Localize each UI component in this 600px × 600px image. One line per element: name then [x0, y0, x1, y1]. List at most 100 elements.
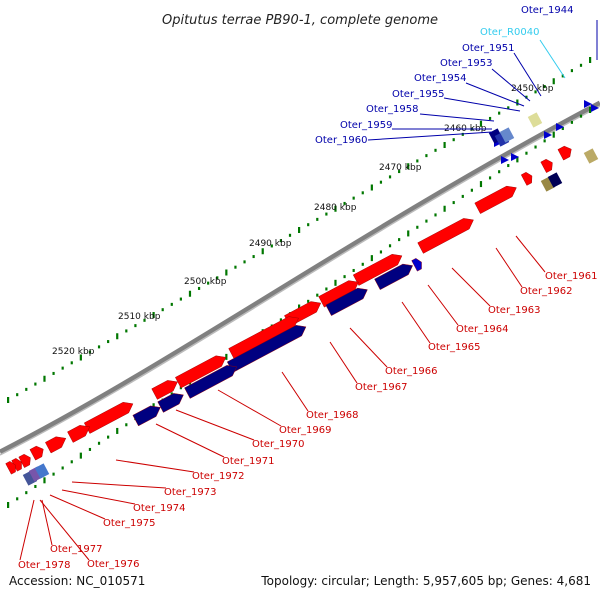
gene-label: Oter_1976 — [87, 559, 140, 570]
inner-scale-tick — [407, 230, 410, 237]
outer-scale-tick — [143, 318, 146, 322]
label-leader-line — [513, 52, 542, 97]
forward-gene-shape — [83, 402, 134, 434]
label-leader-line — [465, 82, 525, 107]
label-leader-line — [367, 131, 493, 141]
inner-scale-tick — [398, 238, 401, 242]
inner-scale-tick — [461, 194, 464, 198]
outer-scale-tick — [361, 191, 364, 195]
outer-scale-tick — [207, 281, 210, 285]
forward-gene-shape — [29, 445, 44, 461]
forward-gene — [417, 218, 474, 254]
outer-scale-tick — [197, 286, 201, 290]
inner-scale-tick — [534, 145, 537, 149]
label-leader-line — [495, 247, 523, 288]
outer-scale-tick — [43, 375, 46, 382]
forward-gene — [474, 185, 517, 214]
outer-scale-tick — [307, 223, 310, 227]
outer-scale-tick — [434, 148, 437, 152]
outer-scale-tick — [116, 333, 119, 340]
outer-scale-tick — [134, 324, 137, 328]
outer-scale-tick — [579, 63, 583, 67]
gene-features — [5, 100, 599, 486]
forward-gene-shape — [228, 316, 299, 360]
scale-label: 2500 kbp — [184, 277, 227, 287]
outer-scale-tick — [79, 354, 82, 361]
forward-gene-shape — [151, 380, 178, 400]
inner-scale-tick — [88, 447, 92, 451]
gene-label: Oter_1953 — [440, 58, 493, 69]
reverse-gene-shape — [374, 263, 413, 290]
inner-scale-tick — [388, 244, 392, 248]
scale-label: 2520 kbp — [52, 347, 95, 357]
inner-scale-tick — [279, 318, 283, 322]
feature-block — [34, 463, 50, 479]
label-leader-line — [349, 327, 388, 368]
outer-scale-tick — [34, 382, 37, 386]
gene-label: Oter_1960 — [315, 135, 368, 146]
inner-scale-tick — [498, 170, 501, 174]
inner-scale-tick — [570, 120, 574, 124]
label-leader-line — [41, 499, 53, 546]
inner-scale-tick — [352, 268, 355, 272]
gene-label: Oter_1966 — [385, 366, 438, 377]
outer-scale-tick — [352, 196, 355, 200]
label-leader-line — [401, 301, 431, 344]
outer-scale-tick — [243, 260, 246, 264]
gene-label: Oter_1975 — [103, 518, 156, 529]
inner-scale-tick — [579, 114, 583, 118]
forward-gene-shape — [5, 461, 16, 475]
reverse-gene-shape — [157, 393, 184, 413]
outer-scale-tick — [70, 361, 73, 365]
forward-gene-shape — [540, 159, 553, 173]
outer-scale-tick — [570, 69, 574, 73]
inner-scale-tick — [516, 156, 519, 163]
outer-scale-tick — [161, 308, 164, 312]
inner-scale-tick — [16, 497, 19, 501]
forward-gene-shape — [67, 425, 91, 443]
forward-gene — [175, 355, 227, 389]
inner-scale-tick — [443, 205, 446, 212]
inner-scale-tick — [43, 477, 46, 484]
map-title: Opitutus terrae PB90-1, complete genome — [162, 13, 438, 28]
inner-scale-tick — [343, 275, 346, 279]
inner-scale-tick — [334, 279, 337, 286]
outer-scale-tick — [261, 248, 264, 255]
outer-scale-tick — [298, 227, 301, 233]
forward-gene — [520, 172, 533, 186]
label-leader-line — [61, 489, 136, 505]
forward-gene-shape — [11, 458, 22, 472]
inner-scale-tick — [34, 484, 37, 488]
inner-scale-tick — [107, 435, 110, 439]
label-leader-line — [427, 284, 459, 326]
outer-scale-tick — [97, 345, 101, 349]
label-leader-line — [329, 341, 358, 384]
outer-scale-tick — [425, 154, 428, 158]
reverse-gene-shape — [325, 287, 368, 316]
gene-label: Oter_1965 — [428, 342, 481, 353]
forward-gene — [29, 445, 44, 461]
scale-label: 2510 kbp — [118, 312, 161, 322]
outer-scale-tick — [152, 312, 155, 318]
forward-gene — [83, 402, 134, 434]
label-leader-line — [175, 409, 255, 441]
outer-scale-tick — [561, 74, 564, 78]
outer-scale-tick — [316, 217, 319, 221]
outer-scale-tick — [452, 138, 455, 142]
forward-gene-shape — [318, 280, 359, 308]
outer-scale-tick — [398, 170, 401, 174]
inner-scale-tick — [61, 466, 64, 470]
reverse-gene — [411, 258, 422, 272]
outer-scale-tick — [343, 201, 346, 205]
reverse-gene-glyph — [584, 100, 592, 108]
outer-scale-tick — [334, 205, 337, 212]
gene-label: Oter_1971 — [222, 456, 275, 467]
label-leader-line — [539, 39, 566, 79]
outer-scale-tick — [488, 116, 492, 120]
feature-block — [547, 172, 563, 188]
inner-scale-tick — [7, 502, 10, 508]
inner-scale-tick — [25, 491, 28, 495]
outer-scale-tick — [125, 329, 128, 333]
forward-gene-shape — [474, 185, 517, 214]
